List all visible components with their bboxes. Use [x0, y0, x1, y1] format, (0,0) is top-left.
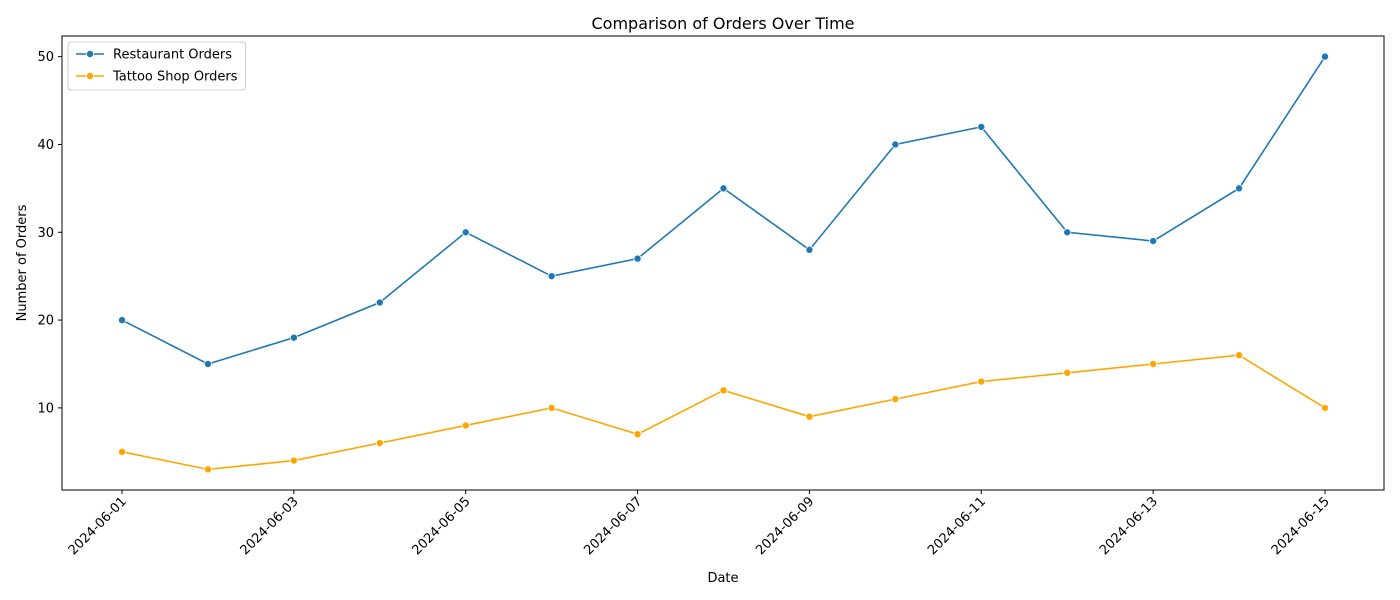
- data-point: [203, 359, 212, 368]
- data-point: [1149, 359, 1158, 368]
- y-tick-label: 30: [37, 226, 54, 241]
- legend-box: [67, 41, 247, 91]
- data-point: [375, 298, 384, 307]
- data-point: [805, 245, 814, 254]
- x-tick-label: 2024-06-07: [581, 494, 645, 558]
- data-point: [289, 333, 298, 342]
- legend: Restaurant Orders Tattoo Shop Orders: [67, 41, 247, 91]
- y-axis-title: Number of Orders: [15, 204, 30, 321]
- data-point: [1321, 403, 1330, 412]
- data-point: [118, 447, 127, 456]
- data-point: [1235, 351, 1244, 360]
- legend-label: Restaurant Orders: [113, 48, 232, 63]
- legend-swatch-marker: [86, 50, 95, 59]
- x-tick-label: 2024-06-11: [925, 494, 989, 558]
- y-tick-label: 10: [37, 401, 54, 416]
- x-tick-label: 2024-06-03: [238, 494, 302, 558]
- data-point: [633, 430, 642, 439]
- plot-area: [61, 35, 1385, 491]
- data-point: [1149, 237, 1158, 246]
- y-tick-label: 40: [37, 138, 54, 153]
- legend-label: Tattoo Shop Orders: [112, 70, 238, 85]
- chart-title: Comparison of Orders Over Time: [591, 14, 854, 33]
- x-tick-label: 2024-06-05: [410, 494, 474, 558]
- data-point: [719, 386, 728, 395]
- x-tick-label: 2024-06-01: [66, 494, 130, 558]
- data-point: [977, 122, 986, 131]
- x-axis-title: Date: [707, 571, 738, 586]
- data-point: [118, 316, 127, 325]
- data-point: [891, 140, 900, 149]
- data-point: [375, 439, 384, 448]
- data-point: [461, 421, 470, 430]
- y-axis: 10 20 30 40 50: [37, 50, 62, 416]
- data-point: [891, 395, 900, 404]
- data-point: [1063, 368, 1072, 377]
- data-point: [633, 254, 642, 263]
- data-point: [461, 228, 470, 237]
- series-2: [118, 351, 1330, 474]
- x-tick-label: 2024-06-09: [753, 494, 817, 558]
- y-tick-label: 20: [37, 314, 54, 329]
- data-point: [1321, 52, 1330, 61]
- data-point: [203, 465, 212, 474]
- y-tick-label: 50: [37, 50, 54, 65]
- x-axis: 2024-06-01 2024-06-03 2024-06-05 2024-06-07…: [66, 490, 1333, 558]
- series-1: [118, 52, 1330, 368]
- x-tick-label: 2024-06-15: [1269, 494, 1333, 558]
- data-point: [805, 412, 814, 421]
- data-point: [1063, 228, 1072, 237]
- data-point: [289, 456, 298, 465]
- series-layer: [118, 52, 1330, 474]
- data-point: [547, 403, 556, 412]
- data-point: [977, 377, 986, 386]
- data-point: [1235, 184, 1244, 193]
- data-point: [719, 184, 728, 193]
- x-tick-label: 2024-06-13: [1097, 494, 1161, 558]
- data-point: [547, 272, 556, 281]
- legend-swatch-marker: [86, 72, 95, 81]
